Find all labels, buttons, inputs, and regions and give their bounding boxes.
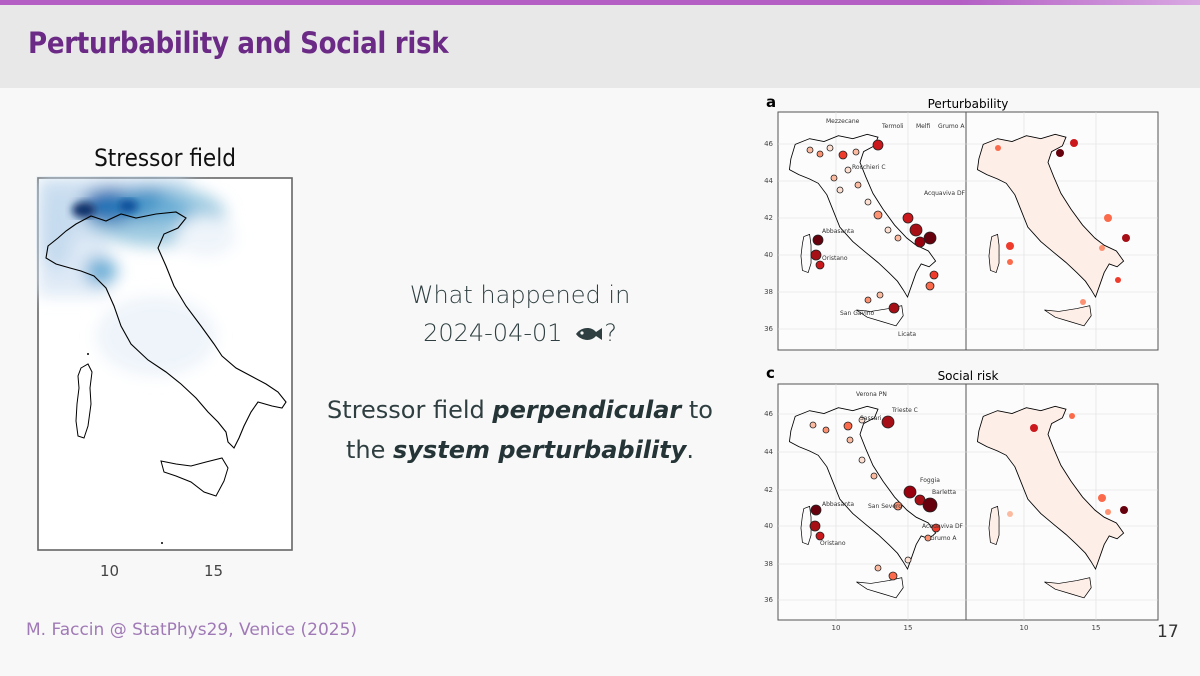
emphasis-system-perturbability: system perturbability [393, 436, 687, 464]
panel-a-title: Perturbability [928, 97, 1009, 111]
panel-a-y-tick: 40 [764, 251, 773, 259]
city-label: Acquaviva DF [922, 523, 964, 530]
city-label: Abbasanta [822, 228, 854, 235]
city-label: Abbasanta [822, 501, 854, 508]
question-text: What happened in 2024-04-01 ? [330, 276, 710, 352]
panel-c-x-tick: 10 [832, 624, 841, 630]
panel-a-y-tick: 42 [764, 214, 773, 222]
statement-text: Stressor field perpendicular to the syst… [320, 390, 720, 470]
city-label: Mezzecane [826, 118, 860, 125]
event-date: 2024-04-01 [423, 319, 563, 347]
italy-outline [976, 405, 1125, 599]
italy-outline [976, 133, 1125, 327]
panel-a-y-tick: 36 [764, 325, 773, 333]
panel-c-title: Social risk [938, 369, 999, 383]
panel-a-y-tick: 38 [764, 288, 773, 296]
city-label: Licata [898, 331, 916, 338]
panel-a-y-tick: 44 [764, 177, 773, 185]
stressor-x-tick: 15 [204, 562, 224, 580]
city-label: Termoli [881, 123, 904, 130]
accent-bar [0, 0, 1200, 5]
page-number: 17 [1157, 622, 1179, 642]
panel-c-y-tick: 42 [764, 486, 773, 494]
emphasis-perpendicular: perpendicular [492, 396, 682, 424]
fish-icon [576, 328, 603, 340]
panel-c-x-tick: 15 [904, 624, 913, 630]
perturbability-social-risk-figure: a Perturbability 46 44 42 40 38 36 [764, 93, 1159, 630]
panel-c-x-tick: 10 [1020, 624, 1029, 630]
panel-c-x-tick: 15 [1092, 624, 1101, 630]
city-label: San Gavino [840, 310, 875, 317]
city-label: Melfi [916, 123, 931, 130]
city-label: Rocchieri C [852, 164, 886, 171]
city-label: Oristano [820, 540, 846, 547]
italy-outline [788, 133, 937, 327]
city-label: Acquaviva DF [924, 190, 966, 197]
footer-credit: M. Faccin @ StatPhys29, Venice (2025) [26, 620, 358, 640]
stressor-x-tick: 10 [100, 562, 120, 580]
panel-c-y-tick: 36 [764, 596, 773, 604]
city-label: Foggia [920, 477, 940, 484]
panel-label-a: a [766, 93, 776, 111]
slide-header [0, 5, 1200, 88]
panel-c-y-tick: 44 [764, 448, 773, 456]
question-mark: ? [604, 319, 617, 347]
panel-c-y-tick: 40 [764, 522, 773, 530]
city-label: Verona PN [856, 391, 887, 398]
panel-c-y-tick: 38 [764, 560, 773, 568]
statement-line-2: the system perturbability. [345, 436, 695, 464]
stressor-field-map [37, 177, 293, 551]
city-label: Grumo A [930, 535, 957, 542]
city-label: Oristano [822, 255, 848, 262]
panel-label-c: c [766, 364, 775, 382]
stressor-field-title: Stressor field [94, 144, 236, 172]
statement-line-1: Stressor field perpendicular to [327, 396, 713, 424]
question-line-1: What happened in [409, 281, 631, 309]
slide-title: Perturbability and Social risk [28, 26, 449, 60]
city-label: Barletta [932, 489, 956, 496]
city-label: San Severo [868, 503, 902, 510]
question-line-2: 2024-04-01 ? [330, 314, 710, 352]
city-label: Trieste C [891, 407, 918, 414]
panel-a-y-tick: 46 [764, 140, 773, 148]
city-label: Sassari [860, 415, 882, 422]
city-label: Grumo A [938, 123, 965, 130]
panel-c-y-tick: 46 [764, 410, 773, 418]
